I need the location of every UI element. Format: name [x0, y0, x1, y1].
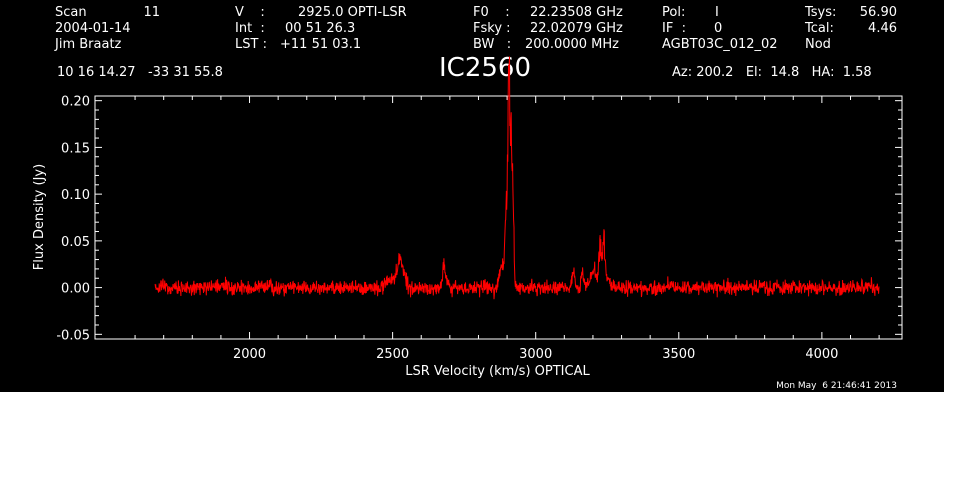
y-tick-label: -0.05: [56, 328, 90, 343]
polarization-value: I: [715, 5, 719, 20]
polarization-label: Pol:: [662, 5, 686, 20]
velocity-label: V :: [235, 5, 265, 20]
observer-name: Jim Braatz: [55, 37, 122, 52]
tsys-value: 56.90: [859, 5, 897, 20]
plot-frame: [94, 95, 903, 340]
scan-value: 11: [143, 5, 160, 20]
x-axis-label: LSR Velocity (km/s) OPTICAL: [405, 364, 590, 379]
observation-date: 2004-01-14: [55, 21, 131, 36]
spectrum-plot: 2000 2500 3000 3500 4000 -0.05 0.00 0.05 0.10 0.1…: [56, 56, 903, 362]
spectrum-panel: Scan 11 2004-01-14 Jim Braatz V : 2925.0…: [0, 0, 944, 392]
y-tick-label: 0.00: [61, 282, 90, 297]
integration-label: Int :: [235, 21, 265, 36]
f0-value: 22.23508 GHz: [530, 5, 623, 20]
observing-mode: Nod: [805, 37, 831, 52]
f0-label: F0 :: [473, 5, 510, 20]
y-axis-label: Flux Density (Jy): [32, 163, 47, 271]
project-id: AGBT03C_012_02: [662, 37, 778, 52]
integration-value: 00 51 26.3: [285, 21, 356, 36]
x-tick-label: 2000: [233, 347, 266, 362]
lst-label: LST :: [235, 37, 267, 52]
source-coordinates: 10 16 14.27 -33 31 55.8: [57, 65, 223, 80]
render-timestamp: Mon May 6 21:46:41 2013: [776, 381, 897, 391]
velocity-value: 2925.0 OPTI-LSR: [298, 5, 407, 20]
lst-value: +11 51 03.1: [280, 37, 362, 52]
if-label: IF :: [662, 21, 686, 36]
az-el-ha-readout: Az: 200.2 El: 14.8 HA: 1.58: [672, 65, 872, 80]
y-tick-label: 0.20: [61, 95, 90, 110]
spectrum-line: [154, 56, 880, 300]
scan-label: Scan: [55, 5, 87, 20]
fsky-value: 22.02079 GHz: [530, 21, 623, 36]
bandwidth-value: 200.0000 MHz: [525, 37, 619, 52]
y-tick-label: 0.05: [61, 235, 90, 250]
tcal-value: 4.46: [868, 21, 897, 36]
x-tick-label: 4000: [805, 347, 838, 362]
x-tick-label: 2500: [376, 347, 409, 362]
bandwidth-label: BW :: [473, 37, 512, 52]
tsys-label: Tsys:: [805, 5, 837, 20]
y-tick-label: 0.10: [61, 188, 90, 203]
fsky-label: Fsky :: [473, 21, 511, 36]
tcal-label: Tcal:: [805, 21, 834, 36]
if-value: 0: [714, 21, 723, 36]
x-tick-label: 3500: [662, 347, 695, 362]
x-tick-label: 3000: [519, 347, 552, 362]
y-tick-label: 0.15: [61, 141, 90, 156]
